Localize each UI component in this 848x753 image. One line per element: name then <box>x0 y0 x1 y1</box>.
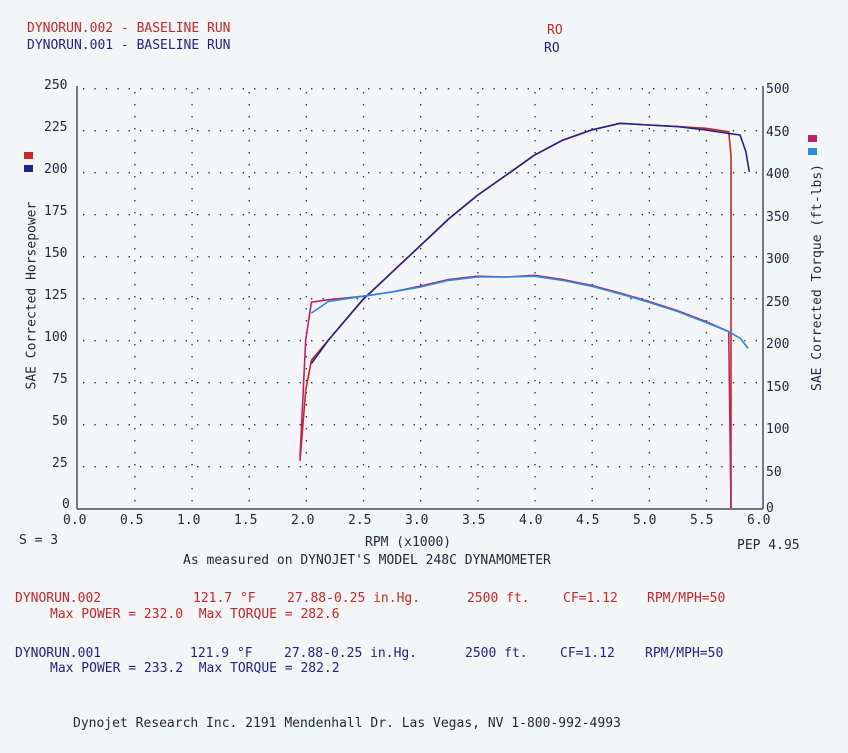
left-tick: 0 <box>62 497 70 512</box>
x-tick: 5.0 <box>633 513 657 528</box>
x-tick: 4.5 <box>576 513 600 528</box>
company-address: Dynojet Research Inc. 2191 Mendenhall Dr… <box>73 716 621 731</box>
dynorun-002-torque-line <box>299 274 732 509</box>
left-tick: 125 <box>44 288 68 303</box>
x-tick: 2.0 <box>291 513 315 528</box>
right-tick: 350 <box>766 210 790 225</box>
left-tick: 25 <box>52 456 68 471</box>
run1-tq-legend-icon <box>808 148 817 155</box>
right-tick: 450 <box>766 125 790 140</box>
right-tick: 150 <box>766 380 790 395</box>
x-tick: 1.0 <box>177 513 201 528</box>
smoothing-label: S = 3 <box>19 533 59 548</box>
run2-code: RO <box>547 23 563 38</box>
run2-baro: 27.88-0.25 in.Hg. <box>287 591 421 606</box>
right-tick: 500 <box>766 82 790 97</box>
run2-alt: 2500 ft. <box>467 591 530 606</box>
run1-max: Max POWER = 233.2 Max TORQUE = 282.2 <box>50 661 340 676</box>
left-tick: 200 <box>44 162 68 177</box>
run2-tq-legend-icon <box>808 135 817 142</box>
x-axis-label: RPM (x1000) <box>365 535 452 550</box>
x-tick: 1.5 <box>234 513 258 528</box>
left-tick: 150 <box>44 246 68 261</box>
run2-cf: CF=1.12 <box>563 591 618 606</box>
dynorun-002-horsepower-line <box>299 122 732 508</box>
run2-hp-legend-icon <box>24 152 33 159</box>
grid-dots <box>83 88 757 502</box>
x-tick: 3.0 <box>405 513 429 528</box>
left-tick: 100 <box>44 330 68 345</box>
run2-temp: 121.7 °F <box>193 591 256 606</box>
run1-title: DYNORUN.001 - BASELINE RUN <box>27 38 231 53</box>
series-lines <box>299 122 751 509</box>
right-tick: 200 <box>766 337 790 352</box>
run1-cf: CF=1.12 <box>560 646 615 661</box>
dynorun-001-horsepower-line <box>310 122 751 364</box>
left-tick: 50 <box>52 414 68 429</box>
pep-label: PEP 4.95 <box>737 538 800 553</box>
run1-code: RO <box>544 41 560 56</box>
x-tick: 4.0 <box>519 513 543 528</box>
right-tick: 0 <box>766 501 774 516</box>
right-tick: 250 <box>766 295 790 310</box>
run2-title: DYNORUN.002 - BASELINE RUN <box>27 21 231 36</box>
run1-hp-legend-icon <box>24 165 33 172</box>
run1-alt: 2500 ft. <box>465 646 528 661</box>
x-tick: 2.5 <box>348 513 372 528</box>
run2-name: DYNORUN.002 <box>15 591 102 606</box>
x-tick: 5.5 <box>690 513 714 528</box>
right-tick: 50 <box>766 465 782 480</box>
x-tick: 0.5 <box>120 513 144 528</box>
measured-note: As measured on DYNOJET'S MODEL 248C DYNA… <box>183 553 551 568</box>
right-tick: 400 <box>766 167 790 182</box>
run1-temp: 121.9 °F <box>190 646 253 661</box>
x-tick: 0.0 <box>63 513 87 528</box>
right-tick: 300 <box>766 252 790 267</box>
left-tick: 250 <box>44 78 68 93</box>
run1-name: DYNORUN.001 <box>15 646 102 661</box>
x-tick: 3.5 <box>462 513 486 528</box>
run1-baro: 27.88-0.25 in.Hg. <box>284 646 418 661</box>
left-tick: 225 <box>44 120 68 135</box>
left-tick: 175 <box>44 204 68 219</box>
run2-max: Max POWER = 232.0 Max TORQUE = 282.6 <box>50 607 340 622</box>
left-tick: 75 <box>52 372 68 387</box>
dynorun-001-torque-line <box>310 275 749 349</box>
run2-ratio: RPM/MPH=50 <box>647 591 726 606</box>
right-tick: 100 <box>766 422 790 437</box>
run1-ratio: RPM/MPH=50 <box>645 646 724 661</box>
x-tick: 6.0 <box>747 513 771 528</box>
